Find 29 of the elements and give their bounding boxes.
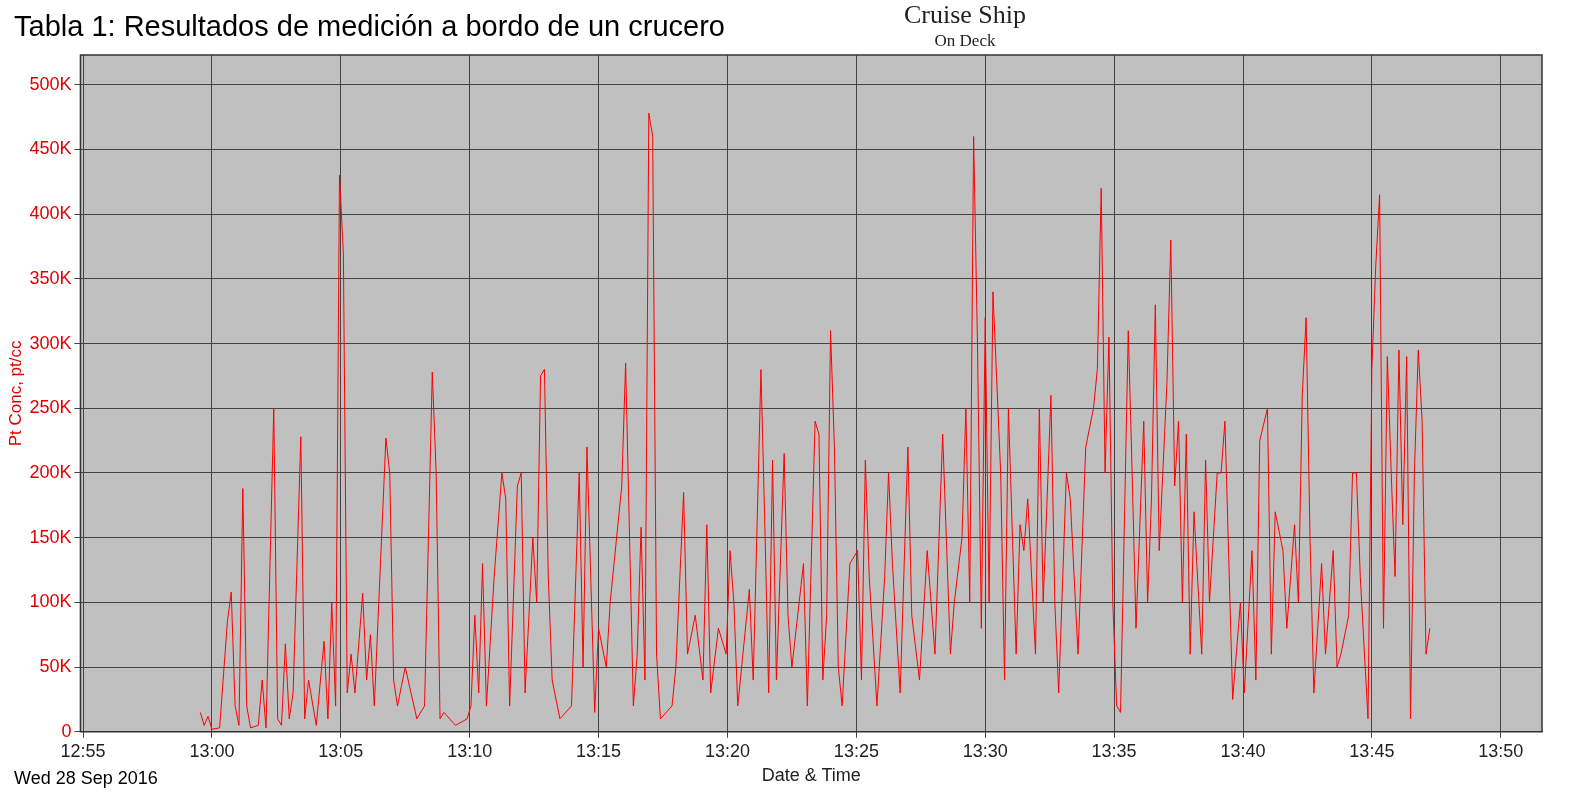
x-tick-label: 13:10 bbox=[447, 740, 493, 761]
text: Wed 28 Sep 2016 bbox=[14, 768, 158, 789]
y-tick-label: 450K bbox=[29, 138, 72, 159]
x-tick-label: 13:30 bbox=[962, 740, 1008, 761]
y-tick-label: 50K bbox=[39, 656, 72, 677]
x-tick-label: 13:25 bbox=[833, 740, 879, 761]
x-tick-label: 13:20 bbox=[704, 740, 750, 761]
chart-title: Cruise Ship bbox=[903, 0, 1027, 30]
x-axis-title: Date & Time bbox=[761, 765, 861, 786]
x-tick-label: 12:55 bbox=[60, 740, 106, 761]
y-tick-label: 350K bbox=[29, 267, 72, 288]
y-axis-title: Pt Conc, pt/cc bbox=[5, 340, 25, 447]
y-tick-label: 150K bbox=[29, 526, 72, 547]
x-tick-label: 13:00 bbox=[189, 740, 235, 761]
text: Tabla 1: Resultados de medición a bordo de un crucero bbox=[14, 10, 725, 43]
chart-subtitle: On Deck bbox=[934, 31, 996, 51]
x-tick-label: 13:05 bbox=[318, 740, 364, 761]
x-tick-label: 13:15 bbox=[576, 740, 622, 761]
y-tick-label: 250K bbox=[29, 397, 72, 418]
x-tick-label: 13:40 bbox=[1220, 740, 1266, 761]
y-tick-label: 300K bbox=[29, 332, 72, 353]
x-tick-label: 13:35 bbox=[1091, 740, 1137, 761]
y-tick-label: 400K bbox=[29, 203, 72, 224]
y-tick-label: 200K bbox=[29, 461, 72, 482]
x-tick-label: 13:45 bbox=[1349, 740, 1395, 761]
y-tick-label: 0 bbox=[61, 720, 72, 741]
y-tick-label: 500K bbox=[29, 73, 72, 94]
x-tick-label: 13:50 bbox=[1478, 740, 1524, 761]
y-tick-label: 100K bbox=[29, 591, 72, 612]
